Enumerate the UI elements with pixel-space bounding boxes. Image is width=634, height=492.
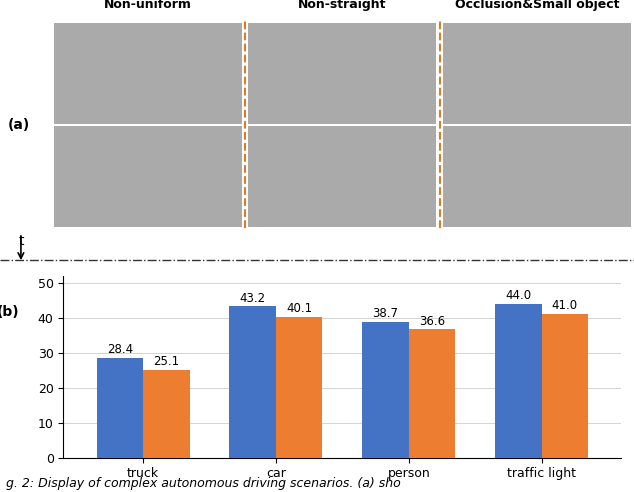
Bar — [96, 358, 143, 458]
Text: Non-straight: Non-straight — [298, 0, 387, 11]
Text: Occlusion&Small object: Occlusion&Small object — [455, 0, 619, 11]
Text: 41.0: 41.0 — [552, 299, 578, 312]
Text: 38.7: 38.7 — [373, 308, 399, 320]
Text: 40.1: 40.1 — [286, 303, 313, 315]
Text: 25.1: 25.1 — [153, 355, 179, 368]
Bar — [409, 330, 455, 458]
Bar — [276, 317, 323, 458]
Text: (b): (b) — [0, 305, 19, 319]
Bar — [54, 23, 242, 123]
Text: t: t — [18, 234, 23, 248]
Text: 43.2: 43.2 — [240, 292, 266, 305]
Text: 44.0: 44.0 — [505, 289, 531, 302]
Text: (a): (a) — [8, 118, 30, 132]
Bar — [230, 307, 276, 458]
Bar — [443, 126, 631, 227]
Text: 36.6: 36.6 — [419, 315, 445, 328]
Text: 28.4: 28.4 — [107, 343, 133, 356]
Bar — [541, 314, 588, 458]
Bar — [495, 304, 541, 458]
Bar — [249, 23, 436, 123]
Bar — [443, 23, 631, 123]
Bar — [249, 126, 436, 227]
Bar — [143, 369, 190, 458]
Bar — [54, 126, 242, 227]
Bar — [362, 322, 409, 458]
Text: Non-uniform: Non-uniform — [104, 0, 192, 11]
Text: g. 2: Display of complex autonomous driving scenarios. (a) sho: g. 2: Display of complex autonomous driv… — [6, 477, 401, 490]
